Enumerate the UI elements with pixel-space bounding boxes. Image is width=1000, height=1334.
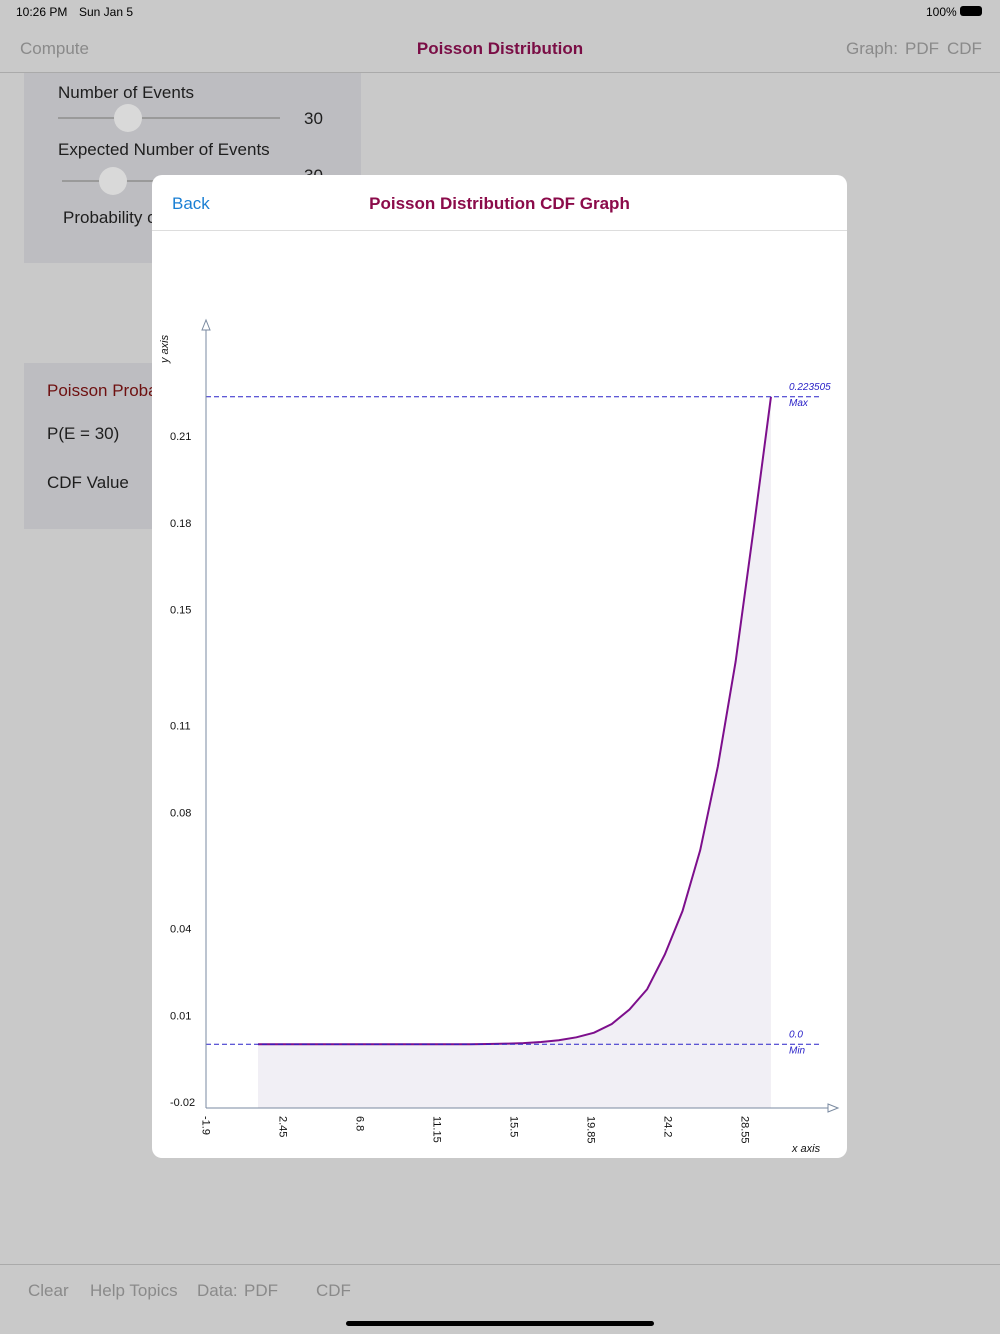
x-tick-label: 6.8 [354, 1116, 366, 1131]
slider-thumb[interactable] [99, 167, 127, 195]
x-axis-arrow [827, 1103, 840, 1113]
probability-label: Probability o [63, 208, 157, 227]
area [258, 396, 771, 1108]
graph-label: Graph: [846, 39, 898, 58]
toolbar-divider [0, 1264, 1000, 1265]
help-button[interactable]: Help Topics [90, 1281, 178, 1300]
cdf-label: CDF Value [47, 473, 129, 492]
events-value: 30 [304, 109, 323, 128]
y-tick-label: 0.01 [170, 1010, 191, 1022]
results-title: Poisson Proba [47, 381, 158, 400]
reference-value: 0.0 [789, 1029, 803, 1040]
events-slider[interactable] [58, 117, 280, 119]
pe-label: P(E = 30) [47, 424, 120, 443]
y-axis-label: y axis [159, 334, 171, 364]
data-cdf[interactable]: CDF [316, 1281, 351, 1300]
y-tick-label: 0.15 [170, 605, 191, 617]
clear-button[interactable]: Clear [28, 1281, 69, 1300]
graph-cdf[interactable]: CDF [947, 39, 982, 58]
x-tick-label: 19.85 [584, 1116, 596, 1144]
events-label: Number of Events [58, 83, 195, 102]
y-tick-label: 0.21 [170, 431, 191, 443]
modal-title: Poisson Distribution CDF Graph [369, 194, 630, 213]
battery-text: 100% [926, 5, 957, 19]
graph-pdf[interactable]: PDF [905, 39, 939, 58]
battery-icon [960, 6, 982, 16]
status-date: Sun Jan 5 [79, 5, 134, 19]
y-tick-label: 0.11 [170, 721, 191, 733]
x-tick-label: 2.45 [277, 1116, 289, 1137]
chart: 0.223505 Max 0.0 Min 0.21 0.18 0.15 0.11 0.08 0.0… [159, 318, 840, 1155]
y-axis-arrow [201, 318, 211, 331]
data-pdf[interactable]: PDF [244, 1281, 278, 1300]
nav-title: Poisson Distribution [416, 39, 584, 58]
home-indicator [346, 1321, 654, 1326]
reference-text: Max [789, 398, 809, 409]
x-tick-label: 15.5 [507, 1116, 519, 1137]
reference-text: Min [789, 1045, 806, 1056]
compute-button[interactable]: Compute [20, 39, 89, 58]
x-tick-label: 28.55 [738, 1116, 750, 1144]
data-label: Data: [197, 1281, 238, 1300]
y-tick-label: 0.08 [170, 808, 191, 820]
y-tick-label: -0.02 [170, 1097, 195, 1109]
modal-divider [152, 230, 847, 231]
x-tick-label: -1.9 [200, 1116, 212, 1135]
slider-thumb[interactable] [114, 104, 142, 132]
reference-value: 0.223505 [789, 382, 831, 393]
back-button[interactable]: Back [172, 194, 210, 213]
expected-label: Expected Number of Events [58, 140, 270, 159]
y-tick-label: 0.18 [170, 518, 191, 530]
status-time: 10:26 PM [16, 5, 68, 19]
nav-divider [0, 72, 1000, 73]
x-axis-label: x axis [791, 1143, 821, 1155]
x-tick-label: 24.2 [661, 1116, 673, 1137]
y-tick-label: 0.04 [170, 923, 191, 935]
graph-modal: Back Poisson Distribution CDF Graph 0.22… [152, 175, 847, 1158]
x-tick-label: 11.15 [431, 1116, 443, 1143]
